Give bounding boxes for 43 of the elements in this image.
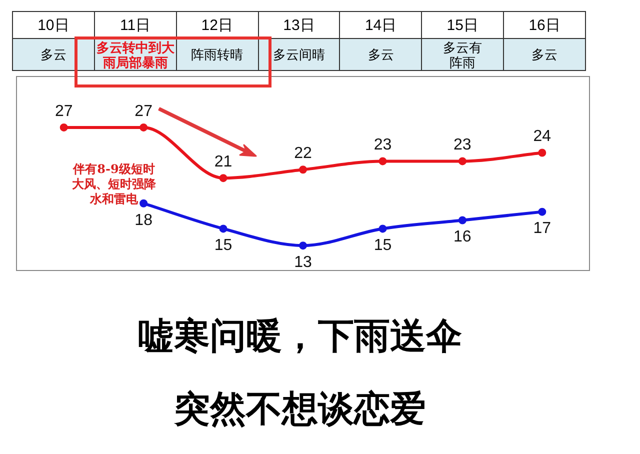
data-label: 18 [134, 212, 153, 229]
data-label: 27 [134, 102, 153, 120]
point [140, 199, 148, 208]
point [378, 224, 387, 233]
point [378, 157, 387, 166]
x-tick-label: 11日 [94, 12, 176, 38]
point [299, 242, 307, 250]
point [219, 224, 228, 233]
data-label: 23 [454, 136, 472, 154]
x-tick-label: 13日 [258, 12, 340, 38]
data-label: 27 [54, 102, 73, 120]
data-label: 24 [533, 128, 552, 146]
data-label: 15 [214, 237, 232, 254]
text: 多云 [368, 47, 394, 62]
data-label: 15 [374, 237, 392, 254]
data-label: 13 [294, 254, 312, 271]
x-tick-label: 10日 [12, 12, 94, 38]
point [299, 166, 307, 174]
data-label: 21 [214, 153, 232, 170]
point [538, 208, 546, 216]
point [458, 157, 466, 166]
text: 突然不想谈恋爱 [173, 388, 427, 432]
point [538, 148, 546, 157]
point [60, 123, 68, 132]
text: 阵雨转晴 [191, 47, 244, 62]
point [458, 216, 466, 224]
point [140, 123, 148, 132]
data-label: 22 [294, 145, 312, 162]
x-tick-label: 12日 [176, 12, 258, 38]
text: 多云有阵雨 [442, 40, 483, 70]
text: 多云 [532, 47, 558, 62]
point [219, 174, 228, 182]
x-tick-label: 14日 [340, 12, 422, 38]
text: 多云转中到大雨局部暴雨 [95, 40, 176, 70]
data-label: 23 [374, 136, 392, 154]
text: 多云 [40, 47, 66, 62]
x-tick-label: 16日 [504, 12, 586, 38]
data-label: 16 [454, 228, 472, 246]
text: 多云间晴 [272, 47, 325, 62]
annotation: 伴有8-9级短时大风、短时强降水和雷电 [72, 162, 156, 207]
x-tick-label: 15日 [422, 12, 504, 38]
data-label: 17 [533, 220, 552, 238]
text: 嘘寒问暖，下雨送伞 [137, 315, 463, 359]
